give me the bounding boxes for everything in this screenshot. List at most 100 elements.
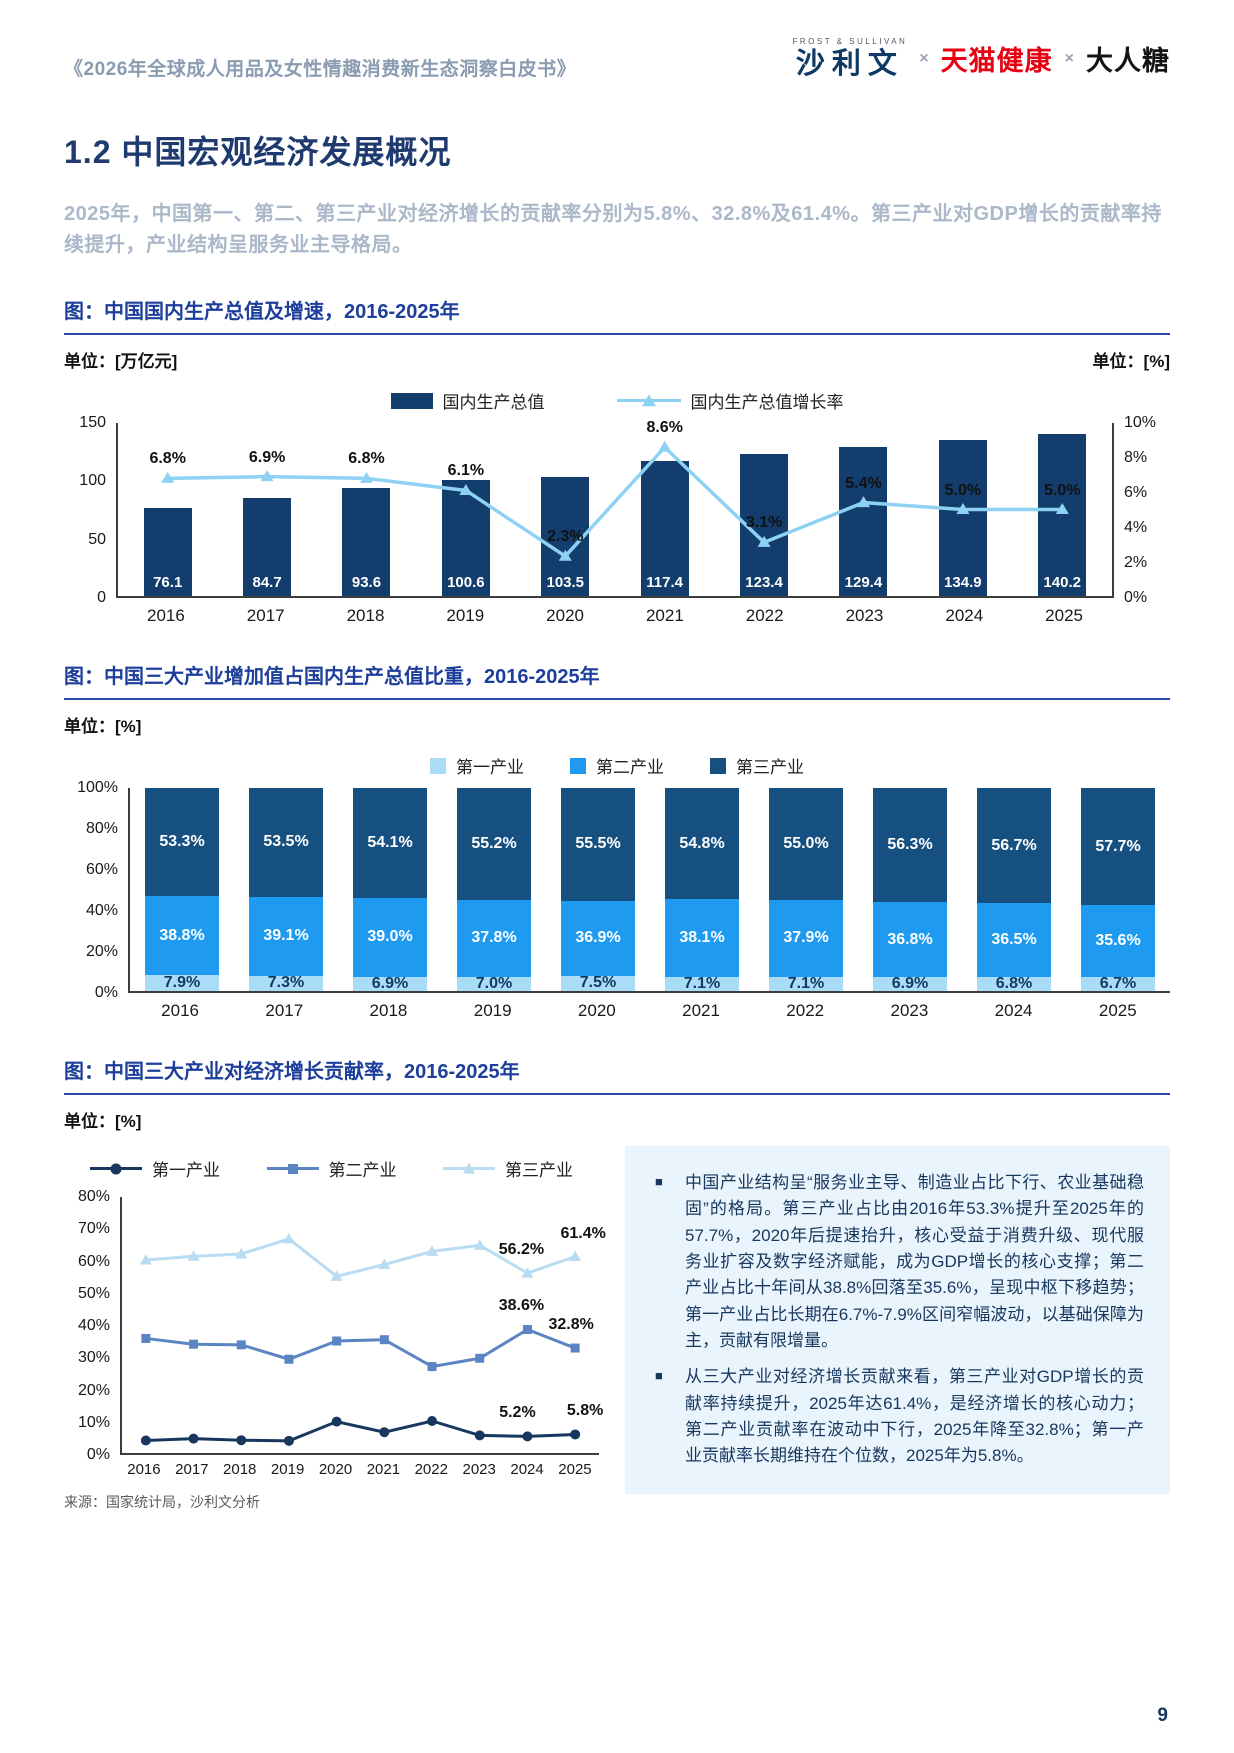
x-axis-label: 2017 bbox=[265, 1001, 304, 1020]
x-axis-label: 2023 bbox=[890, 1001, 929, 1020]
stacked-segment-industry2: 36.8% bbox=[873, 902, 947, 977]
page-header: 《2026年全球成人用品及女性情趣消费新生态洞察白皮书》 FROST & SUL… bbox=[64, 38, 1170, 81]
y-axis-tick: 10% bbox=[1124, 414, 1157, 431]
annotation-label: 5.8% bbox=[566, 1402, 604, 1420]
stacked-segment-industry2: 39.1% bbox=[249, 896, 323, 976]
share-plot: 53.3% 38.8% 7.9% 53.5% 39.1% 7.3% 54.1% 39.0% 6.… bbox=[128, 788, 1170, 993]
x-axis-label: 2025 bbox=[1098, 1001, 1137, 1020]
x-axis-label: 2016 bbox=[146, 606, 185, 625]
swatch-icon bbox=[430, 757, 446, 774]
legend-item-industry2: 第二产业 bbox=[266, 1156, 397, 1181]
stacked-segment-industry3: 55.0% bbox=[769, 788, 843, 900]
x-axis-label: 2024 bbox=[945, 606, 984, 625]
y-axis-tick: 50 bbox=[88, 530, 106, 548]
contribution-units-row: 单位：[%] bbox=[64, 1107, 1170, 1132]
share-columns-layer: 53.3% 38.8% 7.9% 53.5% 39.1% 7.3% 54.1% 39.0% 6.… bbox=[130, 788, 1170, 991]
share-legend: 第一产业 第二产业 第三产业 bbox=[64, 753, 1170, 778]
legend-item-gdp-total: 国内生产总值 bbox=[390, 388, 545, 413]
gdp-plot: 76.1 84.7 93.6 100.6 103.5 117.4 123.4 129.4 134… bbox=[116, 419, 1114, 598]
section-title: 1.2 中国宏观经济发展概况 bbox=[64, 134, 452, 170]
x-axis-label: 2023 bbox=[845, 606, 884, 625]
document-title: 《2026年全球成人用品及女性情趣消费新生态洞察白皮书》 bbox=[64, 59, 577, 80]
growth-value-label: 2.3% bbox=[547, 528, 584, 546]
x-axis-label: 2020 bbox=[546, 606, 584, 625]
unit-label-left: 单位：[%] bbox=[64, 717, 142, 736]
growth-line-svg bbox=[161, 440, 1069, 561]
stacked-segment-industry2: 37.8% bbox=[457, 900, 531, 977]
stacked-segment-industry3: 54.1% bbox=[353, 788, 427, 898]
gdp-bar: 93.6 bbox=[342, 488, 391, 596]
legend-label: 第三产业 bbox=[505, 1161, 573, 1180]
stacked-bar: 53.5% 39.1% 7.3% bbox=[249, 788, 323, 991]
line-icon bbox=[266, 1163, 319, 1174]
legend-item-industry2: 第二产业 bbox=[570, 753, 664, 778]
x-axis-label: 2021 bbox=[682, 1001, 720, 1020]
stacked-segment-industry1: 7.9% bbox=[145, 974, 219, 991]
source-note: 来源：国家统计局，沙利文分析 bbox=[64, 1494, 260, 1510]
gdp-chart-title: 图：中国国内生产总值及增速，2016-2025年 bbox=[64, 295, 1170, 335]
legend-item-industry1: 第一产业 bbox=[90, 1156, 220, 1181]
square-marker-icon bbox=[287, 1163, 298, 1174]
annotation-label: 5.2% bbox=[499, 1404, 536, 1422]
line-icon bbox=[90, 1163, 142, 1174]
stacked-segment-industry3: 55.2% bbox=[457, 788, 531, 901]
gdp-bar: 134.9 bbox=[938, 440, 987, 596]
stacked-segment-industry1: 6.8% bbox=[977, 976, 1051, 991]
stacked-segment-industry2: 37.9% bbox=[769, 899, 843, 977]
circle-marker-icon bbox=[110, 1163, 122, 1174]
stacked-segment-industry3: 55.5% bbox=[561, 788, 635, 901]
x-axis-label: 2019 bbox=[473, 1001, 512, 1020]
legend-label: 第二产业 bbox=[596, 758, 664, 777]
stacked-segment-industry3: 54.8% bbox=[665, 788, 739, 900]
share-plot-area: 0% 20% 40% 60% 80% 100% 53.3% 38.8% 7.9% 53.5% 39… bbox=[64, 779, 1170, 1001]
y-axis-tick: 100% bbox=[77, 779, 118, 796]
logo-separator-icon: × bbox=[919, 49, 929, 67]
bar-value-label: 129.4 bbox=[844, 574, 883, 591]
y-axis-tick: 0% bbox=[94, 984, 118, 1001]
stacked-segment-industry1: 7.1% bbox=[665, 975, 739, 991]
stacked-segment-industry2: 38.1% bbox=[665, 899, 739, 977]
annotation-label: 32.8% bbox=[548, 1316, 594, 1334]
stacked-segment-industry3: 56.3% bbox=[873, 788, 947, 903]
x-axis-label: 2023 bbox=[462, 1461, 496, 1478]
contribution-chart: 第一产业 第二产业 第三产业 0% 10% 20% 30% 40% 50% 60% 70% 80… bbox=[64, 1146, 606, 1512]
y-axis-tick: 80% bbox=[77, 1188, 110, 1205]
x-axis-label: 2016 bbox=[161, 1001, 199, 1020]
bar-value-label: 117.4 bbox=[646, 574, 683, 591]
frost-sullivan-cn-logo: 沙利文 bbox=[795, 48, 904, 80]
legend-label: 国内生产总值 bbox=[442, 393, 545, 412]
note-text: 从三大产业对经济增长贡献来看，第三产业对GDP增长的贡献率持续提升，2025年达… bbox=[685, 1367, 1144, 1466]
swatch-icon bbox=[710, 757, 726, 774]
y-axis-tick: 30% bbox=[77, 1349, 110, 1367]
gdp-right-axis: 0% 2% 4% 6% 8% 10% bbox=[1114, 414, 1170, 606]
x-axis-label: 2021 bbox=[366, 1461, 401, 1478]
stacked-segment-industry3: 53.3% bbox=[145, 788, 219, 897]
x-axis-label: 2017 bbox=[175, 1461, 209, 1478]
growth-value-label: 5.4% bbox=[845, 474, 882, 492]
y-axis-tick: 150 bbox=[79, 414, 106, 431]
growth-value-label: 3.1% bbox=[745, 514, 783, 532]
intro-paragraph: 2025年，中国第一、第二、第三产业对经济增长的贡献率分别为5.8%、32.8%… bbox=[64, 203, 1162, 256]
stacked-bar: 53.3% 38.8% 7.9% bbox=[145, 788, 219, 991]
stacked-segment-industry1: 7.0% bbox=[457, 975, 531, 991]
growth-value-label: 6.9% bbox=[248, 448, 286, 466]
bar-value-label: 100.6 bbox=[447, 574, 485, 591]
stacked-segment-industry1: 7.3% bbox=[249, 975, 323, 991]
legend-label: 第一产业 bbox=[456, 758, 524, 777]
x-axis-label: 2018 bbox=[346, 606, 385, 625]
contribution-plot-area: 0% 10% 20% 30% 40% 50% 60% 70% 80% 61.4% 56.2% 38.… bbox=[64, 1188, 606, 1463]
frost-sullivan-wordmark: FROST & SULLIVAN bbox=[792, 37, 908, 46]
y-axis-tick: 40% bbox=[77, 1317, 110, 1334]
contribution-lines-svg bbox=[139, 1232, 582, 1446]
industry-share-chart-section: 图：中国三大产业增加值占国内生产总值比重，2016-2025年 单位：[%] 第… bbox=[64, 660, 1170, 1021]
logo-group: FROST & SULLIVAN 沙利文 × 天猫健康 × 大人糖 bbox=[792, 38, 1170, 79]
triangle-marker-icon bbox=[463, 1162, 475, 1174]
x-axis-label: 2020 bbox=[318, 1461, 353, 1478]
swatch-icon bbox=[570, 757, 586, 774]
y-axis-tick: 2% bbox=[1124, 554, 1148, 571]
stacked-segment-industry1: 6.9% bbox=[873, 975, 947, 991]
gdp-bars-layer: 76.1 84.7 93.6 100.6 103.5 117.4 123.4 129.4 134… bbox=[118, 423, 1112, 596]
y-axis-tick: 0% bbox=[1124, 589, 1148, 606]
gdp-x-axis: 2016 2017 2018 2019 2020 2021 2022 2023 2024 2025 bbox=[116, 606, 1114, 626]
bar-value-label: 93.6 bbox=[351, 574, 382, 591]
